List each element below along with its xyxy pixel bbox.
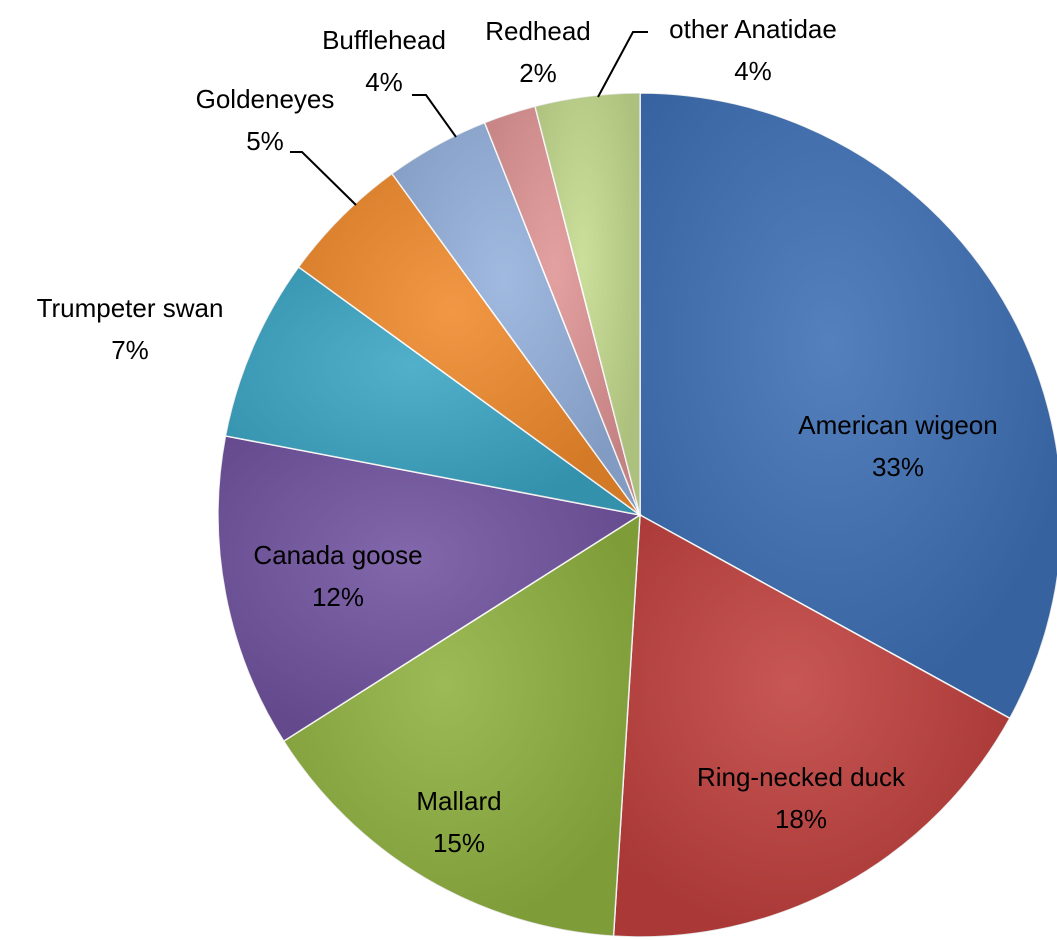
leader-line <box>290 151 357 206</box>
slice-percent: 4% <box>365 67 403 97</box>
slice-percent: 7% <box>111 335 149 365</box>
slice-label: Ring-necked duck <box>697 762 906 792</box>
leader-line <box>597 31 648 98</box>
slice-percent: 33% <box>872 452 924 482</box>
slice-label: Goldeneyes <box>196 84 335 114</box>
slice-label: other Anatidae <box>669 14 837 44</box>
slice-label: Canada goose <box>253 540 422 570</box>
slice-label: Trumpeter swan <box>37 293 224 323</box>
slice-percent: 4% <box>734 56 772 86</box>
slice-label: Redhead <box>485 16 591 46</box>
slice-percent: 5% <box>246 126 284 156</box>
slice-percent: 18% <box>775 804 827 834</box>
slice-percent: 12% <box>312 582 364 612</box>
slice-percent: 15% <box>433 828 485 858</box>
pie <box>217 92 1057 938</box>
slice-label: American wigeon <box>798 410 997 440</box>
slice-label: Bufflehead <box>322 25 446 55</box>
labels: American wigeon 33% Ring-necked duck 18% Mal… <box>37 14 998 858</box>
slice-percent: 2% <box>519 58 557 88</box>
slice-label: Mallard <box>416 786 501 816</box>
leader-line <box>412 94 457 138</box>
